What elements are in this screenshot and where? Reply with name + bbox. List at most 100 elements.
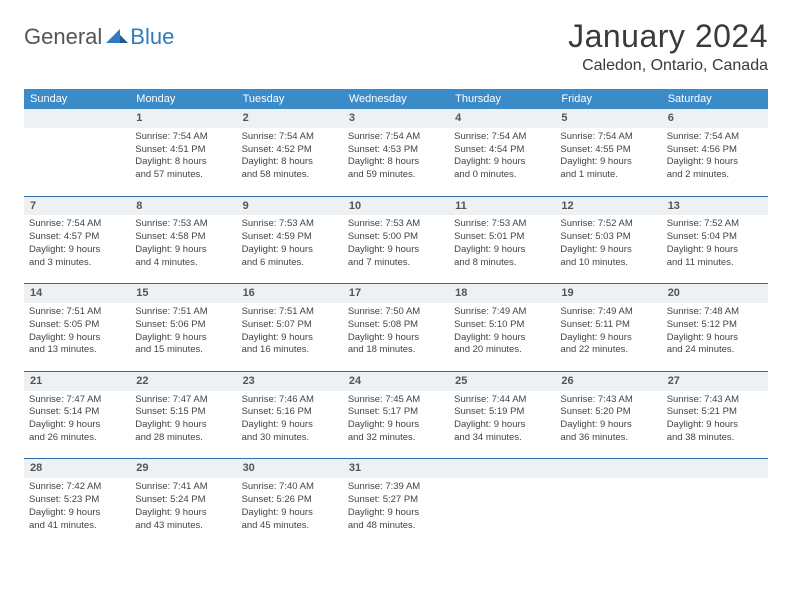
day-line-d2: and 41 minutes. [29, 520, 125, 533]
day-line-d1: Daylight: 9 hours [454, 244, 550, 257]
day-cell: Sunrise: 7:54 AMSunset: 4:52 PMDaylight:… [237, 128, 343, 188]
dow-header: Sunday [24, 89, 130, 109]
day-line-d1: Daylight: 9 hours [560, 156, 656, 169]
day-line-sr: Sunrise: 7:50 AM [348, 306, 444, 319]
day-line-ss: Sunset: 5:12 PM [667, 319, 763, 332]
day-cell: Sunrise: 7:42 AMSunset: 5:23 PMDaylight:… [24, 478, 130, 538]
week-content-row: Sunrise: 7:54 AM Sunset: 4:51 PM Daylight:… [24, 128, 768, 188]
day-line-ss: Sunset: 4:58 PM [135, 231, 231, 244]
day-line-sr: Sunrise: 7:54 AM [454, 131, 550, 144]
day-cell: Sunrise: 7:46 AMSunset: 5:16 PMDaylight:… [237, 391, 343, 451]
day-line-d1: Daylight: 9 hours [135, 419, 231, 432]
day-line-sr: Sunrise: 7:49 AM [560, 306, 656, 319]
spacer-row [24, 188, 768, 196]
calendar-table: SundayMondayTuesdayWednesdayThursdayFrid… [24, 89, 768, 538]
day-line-d1: Daylight: 9 hours [135, 507, 231, 520]
day-cell: Sunrise: 7:52 AMSunset: 5:03 PMDaylight:… [555, 215, 661, 275]
day-line-d2: and 45 minutes. [242, 520, 338, 533]
day-cell [555, 478, 661, 538]
day-cell: Sunrise: 7:54 AMSunset: 4:56 PMDaylight:… [662, 128, 768, 188]
day-cell: Sunrise: 7:48 AMSunset: 5:12 PMDaylight:… [662, 303, 768, 363]
day-line-ss: Sunset: 5:03 PM [560, 231, 656, 244]
day-number [449, 459, 555, 478]
day-line-d1: Daylight: 8 hours [348, 156, 444, 169]
day-number: 5 [555, 109, 661, 128]
day-line-d1: Daylight: 9 hours [454, 332, 550, 345]
page-title: January 2024 [568, 18, 768, 55]
day-line-d2: and 16 minutes. [242, 344, 338, 357]
day-line-ss: Sunset: 4:54 PM [454, 144, 550, 157]
day-line-sr: Sunrise: 7:54 AM [242, 131, 338, 144]
day-line-sr: Sunrise: 7:47 AM [29, 394, 125, 407]
day-line-d1: Daylight: 9 hours [135, 332, 231, 345]
week-daynum-row: 21222324252627 [24, 371, 768, 390]
day-line-d1: Daylight: 9 hours [242, 507, 338, 520]
day-line-ss: Sunset: 5:11 PM [560, 319, 656, 332]
day-number: 15 [130, 284, 236, 303]
day-cell: Sunrise: 7:51 AMSunset: 5:06 PMDaylight:… [130, 303, 236, 363]
day-number: 27 [662, 371, 768, 390]
page-header: General Blue January 2024 Caledon, Ontar… [24, 18, 768, 75]
day-line-ss: Sunset: 5:15 PM [135, 406, 231, 419]
day-line-d2: and 18 minutes. [348, 344, 444, 357]
day-line-ss: Sunset: 5:04 PM [667, 231, 763, 244]
day-line-d1: Daylight: 9 hours [135, 244, 231, 257]
day-number: 30 [237, 459, 343, 478]
day-line-ss: Sunset: 4:59 PM [242, 231, 338, 244]
day-number: 20 [662, 284, 768, 303]
day-line-sr: Sunrise: 7:53 AM [135, 218, 231, 231]
day-line-sr: Sunrise: 7:45 AM [348, 394, 444, 407]
day-line-sr: Sunrise: 7:43 AM [667, 394, 763, 407]
day-line-d1: Daylight: 9 hours [454, 419, 550, 432]
day-number: 26 [555, 371, 661, 390]
day-line-sr: Sunrise: 7:53 AM [454, 218, 550, 231]
day-cell: Sunrise: 7:54 AMSunset: 4:57 PMDaylight:… [24, 215, 130, 275]
day-number: 21 [24, 371, 130, 390]
spacer-row [24, 363, 768, 371]
logo: General Blue [24, 18, 174, 50]
spacer-row [24, 276, 768, 284]
day-line-ss: Sunset: 5:24 PM [135, 494, 231, 507]
day-number: 7 [24, 196, 130, 215]
day-line-d2: and 32 minutes. [348, 432, 444, 445]
logo-text-blue: Blue [130, 24, 174, 50]
day-line-ss: Sunset: 4:56 PM [667, 144, 763, 157]
day-line-sr: Sunrise: 7:51 AM [29, 306, 125, 319]
week-content-row: Sunrise: 7:51 AMSunset: 5:05 PMDaylight:… [24, 303, 768, 363]
day-line-d1: Daylight: 9 hours [29, 332, 125, 345]
day-number: 1 [130, 109, 236, 128]
day-line-d2: and 11 minutes. [667, 257, 763, 270]
day-line-d2: and 43 minutes. [135, 520, 231, 533]
day-line-ss: Sunset: 5:07 PM [242, 319, 338, 332]
day-number: 14 [24, 284, 130, 303]
dow-header: Tuesday [237, 89, 343, 109]
day-cell: Sunrise: 7:53 AMSunset: 4:58 PMDaylight:… [130, 215, 236, 275]
day-number: 11 [449, 196, 555, 215]
day-line-sr: Sunrise: 7:54 AM [348, 131, 444, 144]
day-line-ss: Sunset: 4:51 PM [135, 144, 231, 157]
day-cell: Sunrise: 7:43 AMSunset: 5:21 PMDaylight:… [662, 391, 768, 451]
day-line-d2: and 20 minutes. [454, 344, 550, 357]
day-number: 28 [24, 459, 130, 478]
logo-text-general: General [24, 24, 102, 50]
week-content-row: Sunrise: 7:47 AMSunset: 5:14 PM Daylight:… [24, 391, 768, 451]
day-line-sr: Sunrise: 7:51 AM [242, 306, 338, 319]
week-daynum-row: 14151617181920 [24, 284, 768, 303]
day-number: 25 [449, 371, 555, 390]
day-line-sr: Sunrise: 7:52 AM [667, 218, 763, 231]
day-number: 18 [449, 284, 555, 303]
day-line-d2: and 4 minutes. [135, 257, 231, 270]
day-line-d1: Daylight: 9 hours [348, 244, 444, 257]
day-line-d2: and 28 minutes. [135, 432, 231, 445]
day-cell: Sunrise: 7:41 AMSunset: 5:24 PMDaylight:… [130, 478, 236, 538]
day-line-d1: Daylight: 9 hours [667, 244, 763, 257]
day-line-d1: Daylight: 9 hours [560, 244, 656, 257]
day-line-d2: and 10 minutes. [560, 257, 656, 270]
day-line-ss: Sunset: 5:19 PM [454, 406, 550, 419]
day-line-ss: Sunset: 5:00 PM [348, 231, 444, 244]
day-line-d1: Daylight: 9 hours [454, 156, 550, 169]
day-line-ss: Sunset: 5:14 PM [29, 406, 125, 419]
day-line-ss: Sunset: 5:01 PM [454, 231, 550, 244]
day-number [555, 459, 661, 478]
day-cell: Sunrise: 7:44 AMSunset: 5:19 PMDaylight:… [449, 391, 555, 451]
